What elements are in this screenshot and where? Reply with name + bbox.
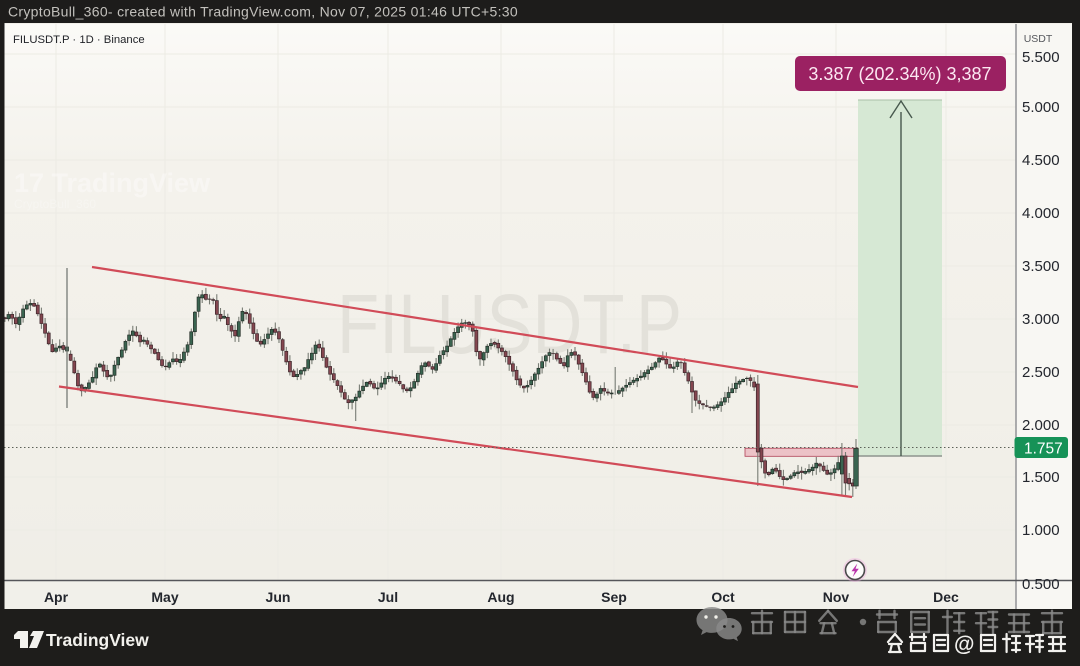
svg-text:Nov: Nov [823, 589, 850, 605]
svg-text:1.000: 1.000 [1022, 522, 1060, 539]
svg-text:2.500: 2.500 [1022, 364, 1060, 381]
svg-text:1.757: 1.757 [1024, 441, 1063, 458]
svg-text:FILUSDT.P · 1D · Binance: FILUSDT.P · 1D · Binance [13, 34, 145, 46]
svg-text:TradingView: TradingView [46, 630, 149, 650]
svg-text:@: @ [954, 633, 974, 656]
svg-text:3.387 (202.34%) 3,387: 3.387 (202.34%) 3,387 [808, 64, 991, 84]
svg-text:3.500: 3.500 [1022, 258, 1060, 275]
svg-text:3.000: 3.000 [1022, 311, 1060, 328]
svg-text:USDT: USDT [1024, 33, 1053, 45]
svg-text:Jul: Jul [378, 589, 398, 605]
svg-text:2.000: 2.000 [1022, 417, 1060, 434]
svg-text:5.000: 5.000 [1022, 99, 1060, 116]
svg-text:May: May [151, 589, 178, 605]
svg-text:Jun: Jun [266, 589, 291, 605]
svg-text:Sep: Sep [601, 589, 627, 605]
svg-text:17 TradingView: 17 TradingView [14, 168, 211, 198]
svg-text:5.500: 5.500 [1022, 49, 1060, 66]
svg-text:CryptoBull_360- created with T: CryptoBull_360- created with TradingView… [8, 4, 518, 20]
svg-text:Aug: Aug [487, 589, 514, 605]
svg-text:1.500: 1.500 [1022, 469, 1060, 486]
svg-text:Oct: Oct [711, 589, 735, 605]
svg-text:Apr: Apr [44, 589, 69, 605]
svg-text:0.500: 0.500 [1022, 576, 1060, 593]
svg-text:4.500: 4.500 [1022, 152, 1060, 169]
svg-text:Dec: Dec [933, 589, 959, 605]
svg-text:CryptoBull_360: CryptoBull_360 [14, 197, 96, 211]
svg-text:4.000: 4.000 [1022, 205, 1060, 222]
